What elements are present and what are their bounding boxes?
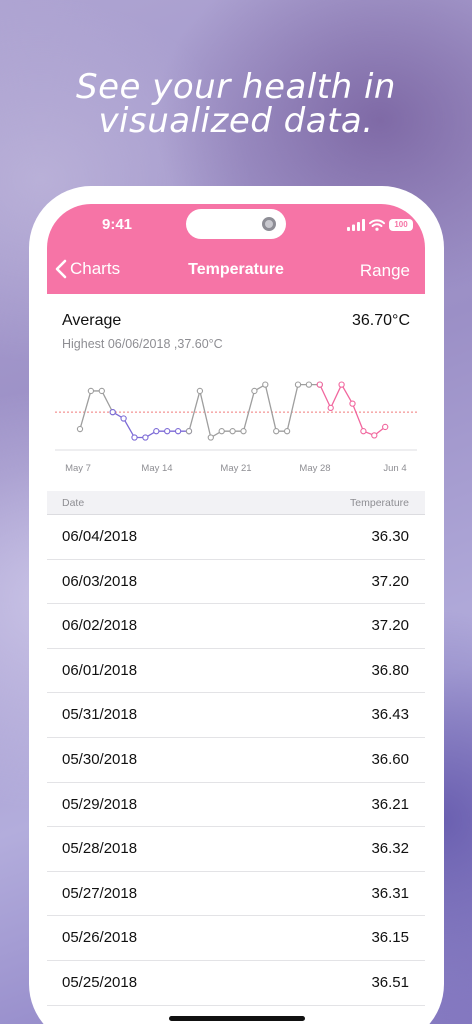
row-temperature: 36.31 xyxy=(371,884,409,902)
row-temperature: 36.30 xyxy=(371,528,409,545)
table-row[interactable]: 05/28/2018 36.32 xyxy=(47,827,425,872)
data-point xyxy=(327,404,334,412)
navigation-header: 9:41 100 Charts Temperature xyxy=(47,204,425,294)
home-indicator[interactable] xyxy=(169,1016,305,1021)
signal-icon xyxy=(347,219,365,231)
row-temperature: 36.32 xyxy=(371,840,409,858)
row-date: 05/26/2018 xyxy=(62,929,138,947)
average-label: Average xyxy=(62,312,122,329)
x-tick-label: Jun 4 xyxy=(383,463,406,474)
row-date: 05/28/2018 xyxy=(62,840,138,858)
temperature-line-chart: May 7 May 14 May 21 May 28 Jun 4 xyxy=(55,381,417,474)
row-date: 06/01/2018 xyxy=(62,661,138,679)
data-point xyxy=(283,428,291,435)
table-row[interactable]: 05/25/2018 36.51 xyxy=(47,961,425,1006)
table-row[interactable]: 06/04/2018 36.30 xyxy=(47,515,425,560)
status-icons: 100 xyxy=(347,218,413,232)
row-temperature: 36.15 xyxy=(371,929,409,947)
data-point xyxy=(294,381,302,388)
row-date: 06/02/2018 xyxy=(62,617,138,635)
data-point xyxy=(371,432,378,439)
data-point xyxy=(251,387,258,395)
data-point xyxy=(360,428,367,435)
data-point xyxy=(218,428,225,435)
row-temperature: 37.20 xyxy=(371,572,409,590)
x-tick-label: May 14 xyxy=(141,463,172,474)
row-temperature: 36.43 xyxy=(371,706,409,724)
table-row[interactable]: 05/30/2018 36.60 xyxy=(47,738,425,783)
table-row[interactable]: 05/26/2018 36.15 xyxy=(47,916,425,961)
column-header-temperature: Temperature xyxy=(350,497,409,509)
x-tick-label: May 21 xyxy=(220,463,251,474)
row-date: 06/04/2018 xyxy=(62,528,138,545)
data-point xyxy=(349,400,356,407)
table-row[interactable]: 05/27/2018 36.31 xyxy=(47,872,425,917)
row-temperature: 36.51 xyxy=(371,973,409,991)
wifi-icon xyxy=(369,219,385,231)
row-date: 05/31/2018 xyxy=(62,706,138,724)
data-point xyxy=(174,428,182,435)
data-point xyxy=(273,428,280,435)
back-button-label: Charts xyxy=(70,259,121,278)
data-point xyxy=(316,381,323,388)
data-point xyxy=(185,428,193,435)
table-row[interactable]: 05/29/2018 36.21 xyxy=(47,783,425,828)
row-date: 05/25/2018 xyxy=(62,973,138,991)
chevron-left-icon xyxy=(55,259,67,279)
data-point xyxy=(229,428,236,435)
highest-reading: Highest 06/06/2018 ,37.60°C xyxy=(62,337,223,351)
table-row[interactable]: 06/02/2018 37.20 xyxy=(47,604,425,649)
x-tick-label: May 7 xyxy=(65,463,91,474)
average-value: 36.70°C xyxy=(352,312,410,329)
data-point xyxy=(207,434,214,441)
page-title: Temperature xyxy=(188,261,284,278)
row-date: 05/27/2018 xyxy=(62,884,138,902)
status-time: 9:41 xyxy=(101,216,133,233)
row-date: 05/30/2018 xyxy=(62,750,138,768)
data-point xyxy=(164,428,171,435)
table-header: Date Temperature xyxy=(47,491,425,515)
dynamic-island xyxy=(186,209,286,239)
app-screen: 9:41 100 Charts Temperature xyxy=(47,204,425,1024)
data-point xyxy=(98,387,105,395)
data-point xyxy=(240,428,247,435)
summary-card[interactable]: Average 36.70°C Highest 06/06/2018 ,37.6… xyxy=(47,294,425,491)
data-point xyxy=(262,381,269,388)
row-date: 06/03/2018 xyxy=(62,572,138,590)
series-line-gray xyxy=(79,390,114,430)
table-row[interactable]: 05/31/2018 36.43 xyxy=(47,693,425,738)
row-temperature: 36.80 xyxy=(371,661,409,679)
data-point xyxy=(305,381,313,388)
data-point xyxy=(338,381,345,388)
row-date: 05/29/2018 xyxy=(62,795,138,813)
data-point xyxy=(153,428,160,435)
table-row[interactable]: 06/01/2018 36.80 xyxy=(47,649,425,694)
data-point xyxy=(109,408,116,416)
row-temperature: 36.60 xyxy=(371,750,409,768)
battery-icon: 100 xyxy=(389,219,413,231)
column-header-date: Date xyxy=(62,497,85,509)
data-point xyxy=(131,434,138,441)
table-row[interactable]: 06/03/2018 37.20 xyxy=(47,560,425,605)
data-point xyxy=(382,423,389,431)
range-button[interactable]: Range xyxy=(359,261,410,280)
data-point xyxy=(87,387,95,395)
marketing-tagline: See your health in visualized data. xyxy=(76,67,396,141)
data-point xyxy=(120,415,127,422)
row-temperature: 36.21 xyxy=(371,795,409,813)
data-point xyxy=(76,425,84,433)
temperature-list: 06/04/2018 36.30 06/03/2018 37.20 06/02/2018… xyxy=(47,515,425,1006)
x-tick-label: May 28 xyxy=(299,463,330,474)
data-point xyxy=(142,434,149,441)
data-point xyxy=(196,387,204,395)
back-button[interactable]: Charts xyxy=(55,259,120,279)
camera-icon xyxy=(262,217,276,231)
row-temperature: 37.20 xyxy=(371,617,409,635)
